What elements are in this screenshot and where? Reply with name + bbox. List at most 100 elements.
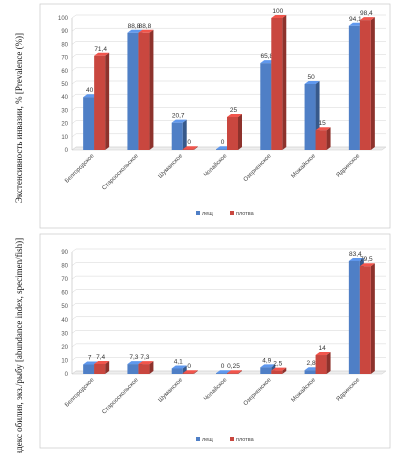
bar-side	[105, 52, 110, 150]
bar	[83, 97, 95, 150]
bar-top	[216, 370, 231, 374]
bar-top	[271, 15, 287, 18]
data-label: 15	[318, 120, 326, 127]
y-axis-label-prevalence: Экстенсивность инвазии, % [Prevalence (%…	[14, 33, 24, 203]
bar	[271, 18, 283, 150]
legend-label: плотва	[236, 211, 255, 217]
y-tick-label: 50	[61, 82, 68, 88]
gridline-depth	[71, 107, 77, 111]
bar-top	[94, 360, 110, 364]
y-tick-label: 0	[65, 372, 69, 378]
bar	[348, 260, 360, 374]
bar-top	[127, 361, 143, 365]
data-label: 25	[230, 107, 238, 114]
bar	[171, 368, 183, 374]
gridline-depth	[71, 67, 77, 72]
bar-top	[138, 29, 154, 33]
y-tick-label: 10	[61, 135, 68, 141]
y-tick-label: 90	[61, 29, 68, 35]
legend-swatch	[230, 437, 234, 441]
bar	[315, 355, 327, 374]
bar	[304, 84, 316, 150]
data-label: 20,7	[172, 113, 185, 120]
bar	[227, 373, 238, 374]
gridline-depth	[71, 262, 77, 266]
y-tick-label: 60	[61, 291, 68, 297]
bar-top	[260, 364, 276, 368]
data-label: 0	[221, 139, 225, 146]
data-label: 7	[88, 355, 92, 362]
data-label: 88,8	[128, 23, 141, 30]
bar-top	[182, 370, 198, 374]
y-tick-label: 70	[61, 277, 68, 283]
y-tick-label: 30	[61, 108, 68, 114]
y-tick-label: 80	[61, 42, 68, 48]
bar-top	[171, 365, 187, 369]
y-tick-label: 30	[61, 331, 68, 337]
data-label: 2,5	[273, 361, 282, 368]
gridline-depth	[71, 133, 77, 138]
bar-top	[227, 114, 242, 117]
data-label: 7,3	[140, 354, 149, 361]
data-label: 98,4	[360, 10, 373, 17]
bar	[359, 266, 371, 374]
y-tick-label: 10	[61, 358, 68, 364]
bar	[138, 364, 150, 374]
y-tick-label: 90	[61, 250, 68, 256]
y-tick-label: 100	[58, 16, 69, 22]
bar-top	[171, 119, 187, 123]
bar-side	[238, 370, 242, 374]
bar	[359, 20, 371, 150]
gridline-depth	[71, 357, 77, 361]
bar	[171, 122, 183, 150]
bar	[94, 363, 106, 374]
legend-swatch	[230, 211, 234, 215]
data-label: 0	[187, 363, 191, 370]
bar-top	[227, 370, 242, 374]
bar-top	[127, 29, 143, 33]
bar-side	[370, 263, 375, 374]
bar	[83, 364, 95, 374]
bar	[260, 63, 272, 151]
y-tick-label: 60	[61, 69, 68, 75]
gridline-depth	[71, 370, 77, 375]
chart-panel-abundance	[39, 233, 391, 449]
gridline-depth	[71, 275, 77, 280]
bar-top	[83, 361, 99, 365]
data-label: 50	[307, 74, 315, 81]
y-tick-label: 20	[61, 122, 68, 128]
data-label: 4,9	[262, 357, 271, 364]
bar	[348, 25, 360, 150]
gridline-depth	[71, 93, 77, 98]
bar-side	[193, 146, 198, 150]
bar	[216, 373, 227, 374]
data-label: 0,25	[227, 363, 240, 370]
bar-side	[238, 114, 242, 150]
bar-top	[359, 263, 375, 267]
gridline-depth	[71, 80, 77, 85]
bar	[216, 149, 227, 150]
data-label: 65,8	[260, 53, 273, 60]
bar-side	[282, 15, 287, 150]
legend-swatch	[196, 211, 200, 215]
gridline-depth	[71, 54, 77, 58]
data-label: 100	[272, 8, 283, 15]
data-label: 83,4	[349, 251, 362, 258]
bar-side	[370, 17, 375, 150]
gridline-depth	[71, 14, 77, 19]
y-tick-label: 40	[61, 318, 68, 324]
bar	[138, 32, 150, 151]
legend-label: лещ	[202, 211, 213, 217]
data-label: 40	[86, 87, 94, 94]
bar-top	[315, 352, 331, 356]
bar	[315, 130, 327, 150]
data-label: 2,8	[307, 360, 316, 367]
gridline-depth	[71, 289, 77, 293]
gridline-depth	[71, 343, 77, 348]
bar	[260, 367, 272, 374]
bar-top	[304, 81, 320, 84]
data-label: 71,4	[94, 46, 107, 53]
data-label: 79,5	[360, 256, 373, 263]
bar	[182, 373, 194, 374]
